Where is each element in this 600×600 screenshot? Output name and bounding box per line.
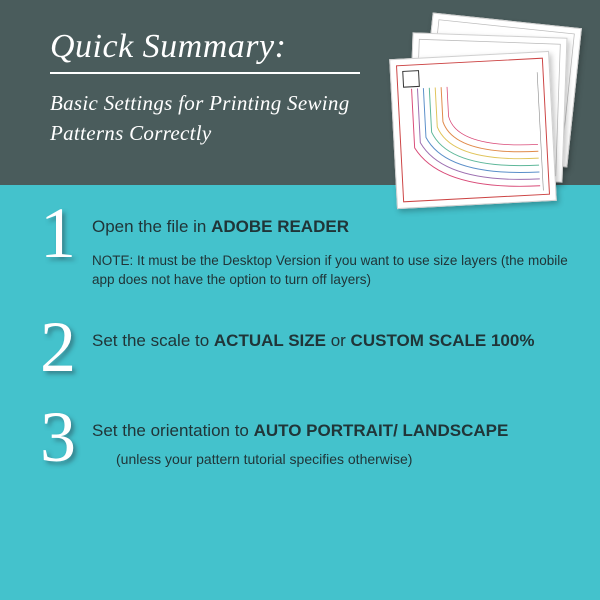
step-text: or <box>326 331 351 350</box>
header-subtitle: Basic Settings for Printing Sewing Patte… <box>50 88 370 149</box>
step-main-text: Set the orientation to AUTO PORTRAIT/ LA… <box>92 419 570 444</box>
step-body: Set the scale to ACTUAL SIZE or CUSTOM S… <box>86 317 570 354</box>
step-main-text: Set the scale to ACTUAL SIZE or CUSTOM S… <box>92 329 570 354</box>
step-number: 2 <box>30 317 86 378</box>
header-title: Quick Summary: <box>50 28 360 74</box>
pattern-illustration <box>385 20 575 220</box>
step-bold: CUSTOM SCALE 100% <box>351 331 535 350</box>
step-bold: ACTUAL SIZE <box>214 331 326 350</box>
step-bold: ADOBE READER <box>211 217 349 236</box>
step-body: Set the orientation to AUTO PORTRAIT/ LA… <box>86 407 570 468</box>
step-subtext: (unless your pattern tutorial specifies … <box>92 451 570 467</box>
step-number: 1 <box>30 203 86 264</box>
step-bold: AUTO PORTRAIT/ LANDSCAPE <box>254 421 509 440</box>
step-text: Set the orientation to <box>92 421 254 440</box>
step-note: NOTE: It must be the Desktop Version if … <box>92 252 570 290</box>
steps-list: 1 Open the file in ADOBE READER NOTE: It… <box>0 185 600 468</box>
pattern-sheet-front <box>389 51 557 209</box>
step-item: 2 Set the scale to ACTUAL SIZE or CUSTOM… <box>30 317 570 378</box>
step-text: Open the file in <box>92 217 211 236</box>
step-number: 3 <box>30 407 86 468</box>
step-item: 3 Set the orientation to AUTO PORTRAIT/ … <box>30 407 570 468</box>
step-text: Set the scale to <box>92 331 214 350</box>
